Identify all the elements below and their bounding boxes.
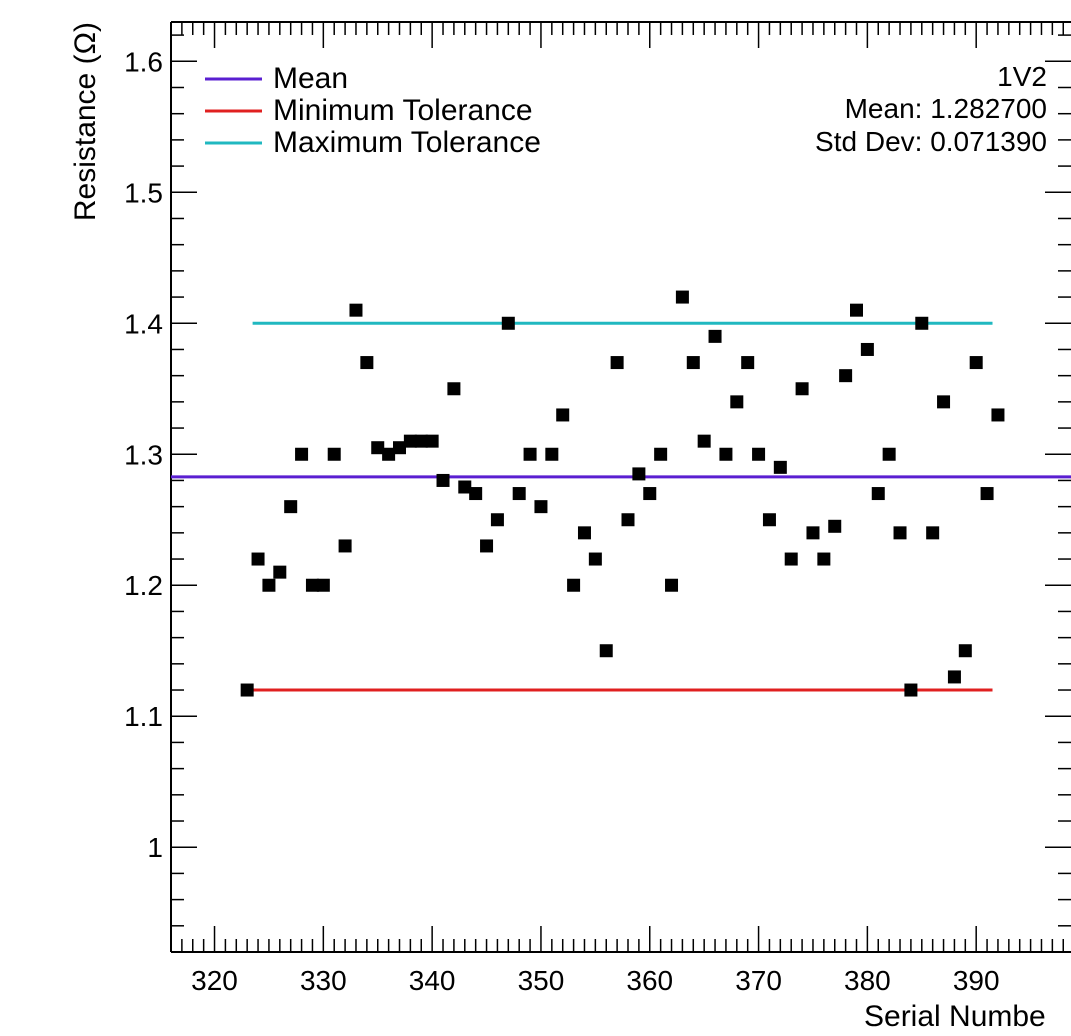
data-point <box>915 316 929 330</box>
data-point <box>730 395 744 409</box>
data-point <box>371 441 385 455</box>
stats-std-dev: Std Dev: 0.071390 <box>815 126 1047 157</box>
legend-label-min-tolerance: Minimum Tolerance <box>273 94 533 127</box>
data-point <box>654 447 668 461</box>
data-point <box>338 539 352 553</box>
data-point <box>795 382 809 396</box>
data-point <box>610 356 624 370</box>
data-point <box>665 578 679 592</box>
data-point <box>621 513 635 527</box>
data-point <box>480 539 494 553</box>
data-point <box>719 447 733 461</box>
data-point <box>567 578 581 592</box>
y-tick-label: 1.4 <box>124 308 163 339</box>
data-point <box>926 526 940 540</box>
data-point <box>458 480 472 494</box>
y-tick-label: 1.3 <box>124 439 163 470</box>
legend-label-mean: Mean <box>273 62 348 95</box>
data-point <box>295 447 309 461</box>
data-point <box>860 342 874 356</box>
data-point <box>327 447 341 461</box>
data-point <box>904 683 918 697</box>
y-axis-title: Resistance (Ω) <box>69 22 102 221</box>
data-point <box>850 303 863 317</box>
data-point <box>773 460 787 474</box>
data-point <box>556 408 570 422</box>
data-point <box>806 526 820 540</box>
data-point <box>316 578 330 592</box>
stats-name: 1V2 <box>997 61 1047 92</box>
x-tick-label: 370 <box>735 965 782 996</box>
y-tick-label: 1.1 <box>124 701 163 732</box>
data-point <box>588 552 602 566</box>
data-point <box>675 290 689 304</box>
y-tick-label: 1.5 <box>124 177 163 208</box>
data-point <box>414 434 428 448</box>
data-point <box>784 552 798 566</box>
legend: Mean Minimum Tolerance Maximum Tolerance <box>205 62 541 159</box>
x-tick-label: 380 <box>844 965 891 996</box>
data-point <box>752 447 766 461</box>
data-point <box>393 441 406 455</box>
x-tick-label: 350 <box>518 965 565 996</box>
data-point <box>893 526 907 540</box>
data-point <box>273 565 287 579</box>
x-tick-label: 340 <box>409 965 456 996</box>
data-point <box>643 487 657 501</box>
data-point <box>632 467 646 481</box>
data-point <box>251 552 265 566</box>
x-tick-label: 390 <box>953 965 1000 996</box>
data-point <box>980 487 994 501</box>
data-point <box>958 644 972 658</box>
x-axis-title: Serial Numbe <box>864 1000 1046 1033</box>
data-point <box>686 356 700 370</box>
data-point <box>947 670 961 684</box>
data-point <box>436 473 450 487</box>
data-point <box>403 434 417 448</box>
data-point <box>523 447 537 461</box>
data-point <box>991 408 1005 422</box>
data-point <box>817 552 831 566</box>
stats-mean: Mean: 1.282700 <box>845 93 1047 124</box>
reference-lines <box>171 321 1071 692</box>
data-point <box>708 329 722 343</box>
y-tick-label: 1.2 <box>124 570 163 601</box>
data-point <box>382 447 396 461</box>
stats-box: 1V2 Mean: 1.282700 Std Dev: 0.071390 <box>815 61 1047 157</box>
data-point <box>425 434 439 448</box>
data-point <box>697 434 711 448</box>
data-point <box>349 303 363 317</box>
y-tick-label: 1 <box>147 832 163 863</box>
data-point <box>512 487 526 501</box>
data-point <box>599 644 613 658</box>
x-tick-label: 330 <box>300 965 347 996</box>
legend-label-max-tolerance: Maximum Tolerance <box>273 126 541 159</box>
y-tick-label: 1.6 <box>124 46 163 77</box>
data-point <box>577 526 591 540</box>
data-point <box>284 500 298 514</box>
data-point <box>839 369 853 383</box>
data-point <box>501 316 515 330</box>
data-point <box>534 500 548 514</box>
x-tick-label: 360 <box>626 965 673 996</box>
data-point <box>871 487 885 501</box>
data-point <box>262 578 276 592</box>
axes: 320 330 340 350 360 370 380 390 1 1.1 1.2 1.3 1.4 1.5… <box>124 21 1071 996</box>
data-point <box>937 395 951 409</box>
data-point <box>882 447 896 461</box>
data-points <box>240 290 1005 697</box>
data-point <box>545 447 559 461</box>
data-point <box>762 513 776 527</box>
data-point <box>305 578 319 592</box>
data-point <box>741 356 755 370</box>
data-point <box>360 356 374 370</box>
data-point <box>240 683 254 697</box>
data-point <box>447 382 461 396</box>
x-tick-label: 320 <box>191 965 238 996</box>
data-point <box>490 513 504 527</box>
data-point <box>969 356 983 370</box>
data-point <box>828 519 842 533</box>
data-point <box>469 487 483 501</box>
